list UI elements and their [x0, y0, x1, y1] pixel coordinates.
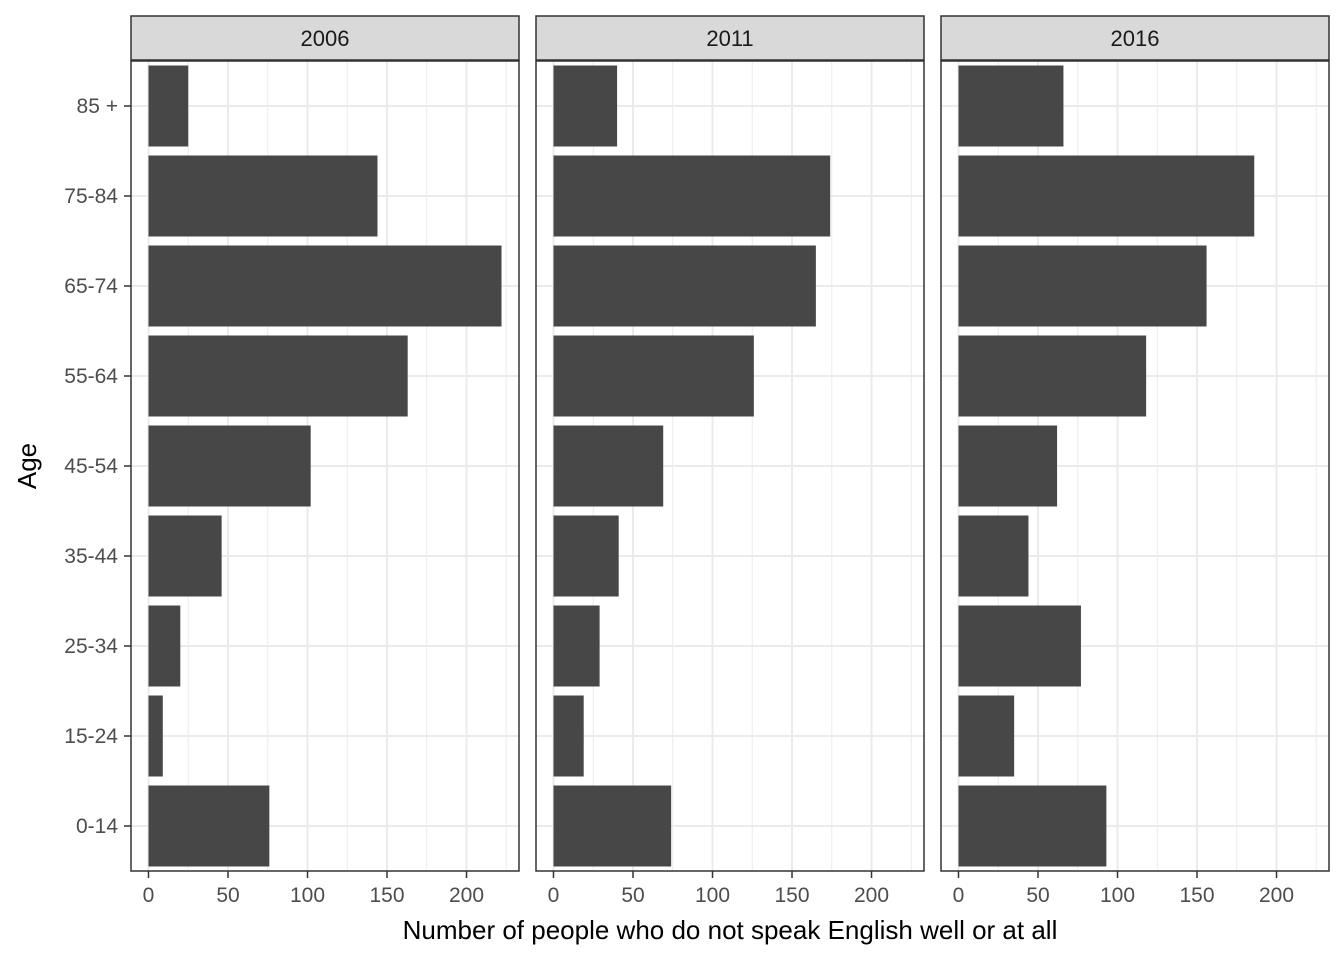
x-tick-label: 200: [1259, 884, 1294, 907]
panel-2006: 2006 0 50 100 150 200: [130, 15, 520, 907]
x-tick-label: 200: [449, 884, 484, 907]
x-tick-label: 50: [1026, 884, 1049, 907]
bar-2011-35-44: [553, 515, 619, 597]
panel-2011: 2011 0 50 100 150 200: [535, 15, 925, 907]
x-tick-label: 0: [143, 884, 155, 907]
panel-2016: 2016 0 50 100 150 200: [940, 15, 1330, 907]
y-tick-label-65-74: 65-74: [64, 275, 118, 298]
bar-2006-15-24: [148, 695, 163, 777]
bar-2016-0-14: [958, 785, 1107, 867]
y-tick-label-0-14: 0-14: [76, 815, 118, 838]
x-tick-label: 200: [854, 884, 889, 907]
bar-2011-45-54: [553, 425, 664, 507]
y-tick-label-15-24: 15-24: [64, 725, 118, 748]
bar-2011-0-14: [553, 785, 672, 867]
panels-layer: 2006 0 50 100 150 200 2011 0 50 100 150 200 2016 0 50 1…: [130, 15, 1330, 907]
x-axis-title: Number of people who do not speak Englis…: [403, 915, 1058, 945]
x-tick-label: 0: [953, 884, 965, 907]
facet-strip-label: 2016: [1111, 26, 1160, 51]
x-tick-label: 150: [1179, 884, 1214, 907]
bar-2006-0-14: [148, 785, 270, 867]
bar-2011-65-74: [553, 245, 816, 327]
y-axis: 0-14 15-24 25-34 35-44 45-54 55-64 65-74 75-84 8…: [64, 95, 131, 838]
bar-2016-45-54: [958, 425, 1058, 507]
x-tick-label: 100: [695, 884, 730, 907]
bar-2006-25-34: [148, 605, 181, 687]
bar-2016-35-44: [958, 515, 1029, 597]
y-tick-label-35-44: 35-44: [64, 545, 118, 568]
facet-strip: [535, 15, 925, 61]
bar-2016-75-84: [958, 155, 1255, 237]
facet-strip-label: 2011: [706, 26, 753, 51]
bar-2006-45-54: [148, 425, 311, 507]
bar-2011-55-64: [553, 335, 754, 417]
x-tick-label: 50: [216, 884, 239, 907]
facet-strip: [130, 15, 520, 61]
y-tick-label-55-64: 55-64: [64, 365, 118, 388]
y-tick-label-25-34: 25-34: [64, 635, 118, 658]
bar-2011-15-24: [553, 695, 584, 777]
bar-2006-55-64: [148, 335, 408, 417]
x-tick-label: 0: [548, 884, 560, 907]
bar-2011-75-84: [553, 155, 831, 237]
bar-2006-85 +: [148, 65, 189, 147]
bar-2006-65-74: [148, 245, 502, 327]
y-tick-label-45-54: 45-54: [64, 455, 118, 478]
panel-border: [940, 60, 1330, 872]
bar-2016-55-64: [958, 335, 1147, 417]
y-tick-label-75-84: 75-84: [64, 185, 118, 208]
bar-2016-85 +: [958, 65, 1064, 147]
bar-2011-85 +: [553, 65, 618, 147]
x-tick-label: 50: [621, 884, 644, 907]
bar-2016-65-74: [958, 245, 1207, 327]
facet-strip-label: 2006: [301, 26, 350, 51]
x-tick-label: 150: [369, 884, 404, 907]
panel-border: [535, 60, 925, 872]
bar-2006-35-44: [148, 515, 222, 597]
bar-2016-25-34: [958, 605, 1081, 687]
facet-strip: [940, 15, 1330, 61]
x-tick-label: 100: [290, 884, 325, 907]
x-tick-label: 100: [1100, 884, 1135, 907]
y-tick-label-85 +: 85 +: [77, 95, 118, 118]
x-tick-label: 150: [774, 884, 809, 907]
bar-2011-25-34: [553, 605, 600, 687]
y-axis-title: Age: [12, 443, 42, 489]
bar-2006-75-84: [148, 155, 378, 237]
bar-2016-15-24: [958, 695, 1015, 777]
